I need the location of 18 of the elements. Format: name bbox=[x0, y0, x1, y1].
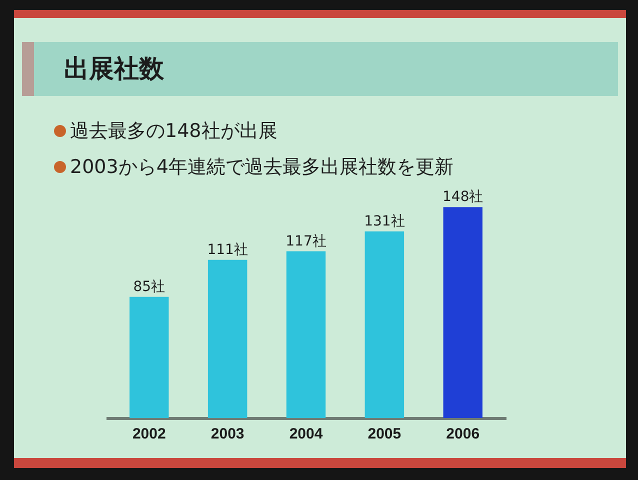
chart-title: 出展社数 bbox=[64, 53, 164, 85]
text: 2003から4年連続で過去最多出展社数を更新 bbox=[70, 155, 454, 180]
data-label: 111社 bbox=[207, 242, 248, 258]
bar bbox=[130, 296, 169, 418]
bar bbox=[286, 251, 326, 418]
x-tick-label: 2006 bbox=[446, 426, 480, 442]
x-tick-label: 2003 bbox=[210, 426, 244, 442]
x-tick-label: 2004 bbox=[289, 426, 324, 442]
data-label: 148社 bbox=[442, 189, 484, 206]
data-label: 131社 bbox=[364, 213, 405, 230]
bar bbox=[208, 260, 248, 418]
text: 過去最多の148社が出展 bbox=[70, 119, 278, 144]
data-label: 85社 bbox=[133, 278, 166, 295]
bar bbox=[443, 207, 482, 418]
x-tick-label: 2005 bbox=[368, 426, 402, 442]
x-tick-label: 2002 bbox=[132, 426, 166, 442]
data-label: 117社 bbox=[286, 233, 326, 250]
bar bbox=[364, 231, 404, 418]
